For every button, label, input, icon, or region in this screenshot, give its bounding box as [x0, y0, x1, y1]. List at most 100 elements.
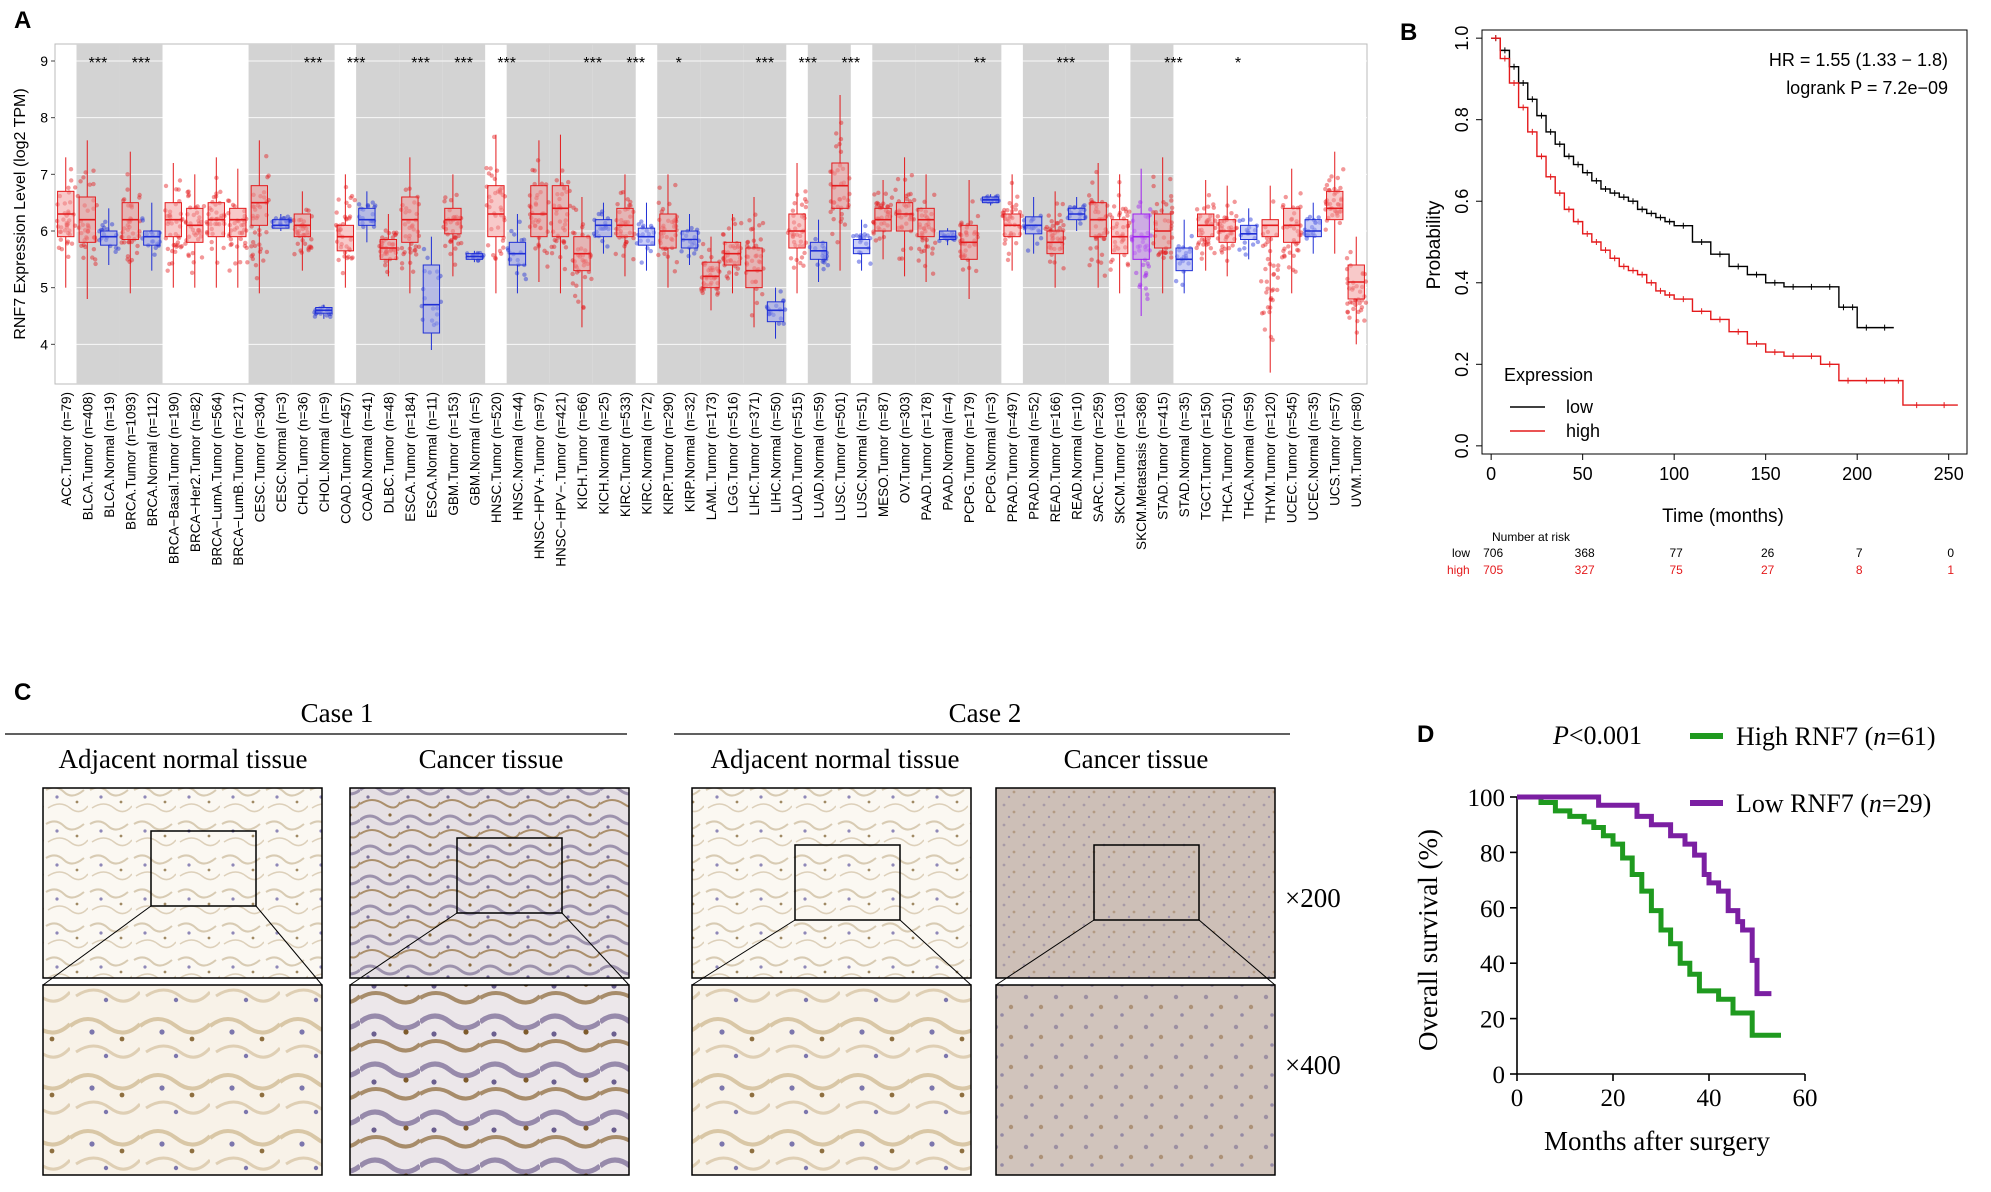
x-tick-label-59: UCS.Tumor (n=57) — [1328, 392, 1343, 506]
point — [724, 274, 730, 279]
point — [1025, 248, 1031, 253]
b-xtick-label-250: 250 — [1934, 464, 1964, 484]
significance-18: *** — [454, 55, 473, 72]
point — [1243, 252, 1248, 257]
point — [1293, 269, 1298, 274]
point — [1090, 180, 1095, 185]
point — [1060, 201, 1065, 207]
point — [561, 239, 566, 244]
x-tick-label-56: THYM.Tumor (n=120) — [1263, 392, 1278, 523]
point — [1222, 215, 1227, 220]
box-9 — [249, 140, 271, 294]
point — [1215, 214, 1221, 219]
b-censor-low — [1698, 239, 1705, 245]
point — [828, 209, 833, 215]
box-7 — [204, 157, 227, 288]
point — [91, 181, 96, 187]
point — [383, 228, 388, 233]
x-tick-label-46: READ.Tumor (n=166) — [1048, 392, 1063, 522]
box-19 — [464, 250, 486, 263]
d-curve-1 — [1517, 794, 1772, 997]
point — [1255, 239, 1261, 245]
point — [448, 239, 453, 244]
point — [544, 250, 550, 256]
point — [871, 231, 876, 236]
x-tick-labels: ACC.Tumor (n=79) BLCA.Tumor (n=408) BLCA.N… — [59, 392, 1364, 567]
point — [390, 235, 396, 240]
point — [1234, 213, 1239, 219]
point — [895, 176, 901, 182]
box-3 — [119, 151, 143, 294]
point — [370, 200, 375, 205]
point — [1232, 199, 1237, 205]
point — [628, 199, 633, 205]
case2-normal-zoom-box — [794, 844, 901, 921]
box-13 — [333, 174, 357, 288]
point — [700, 290, 705, 296]
point — [264, 153, 269, 159]
point — [825, 263, 831, 268]
box-1 — [75, 140, 99, 299]
point — [1240, 217, 1246, 223]
significance-labels: *** *** *** *** *** *** *** *** *** * *** *** *** ** *… — [89, 55, 1241, 72]
point — [706, 247, 712, 253]
grid-lines — [55, 60, 1367, 345]
point — [153, 245, 158, 251]
point — [1199, 251, 1205, 256]
shaded-pair-11 — [700, 44, 744, 384]
box-56 — [1258, 185, 1281, 373]
point — [382, 262, 388, 268]
point — [876, 201, 881, 207]
point — [1242, 240, 1247, 245]
box-51 — [1151, 157, 1175, 294]
point — [1102, 273, 1108, 278]
y-tick-label-8: 8 — [40, 110, 48, 126]
point — [519, 238, 524, 243]
point — [1230, 243, 1235, 248]
shaded-pair-13 — [807, 44, 851, 384]
point — [165, 246, 171, 252]
box-body — [938, 230, 957, 240]
point — [501, 245, 506, 250]
point — [552, 237, 558, 243]
point — [250, 239, 256, 245]
point — [1296, 248, 1301, 253]
point — [484, 165, 489, 171]
point — [1047, 226, 1053, 232]
point — [1055, 220, 1061, 226]
b-censor-low — [1547, 128, 1554, 135]
point — [1348, 299, 1353, 305]
point — [921, 248, 927, 254]
box-36 — [828, 95, 852, 271]
point — [1125, 213, 1130, 218]
x-tick-label-44: PRAD.Tumor (n=497) — [1005, 392, 1020, 522]
significance-11: *** — [304, 55, 323, 72]
x-tick-label-25: KICH.Normal (n=25) — [596, 392, 611, 515]
b-censor-low — [1620, 194, 1627, 201]
point — [448, 251, 453, 257]
point — [1002, 241, 1007, 246]
point — [1101, 236, 1106, 242]
point — [897, 256, 902, 261]
b-ytick-label-0.4: 0.4 — [1452, 270, 1472, 295]
point — [1271, 199, 1276, 204]
b-censor-high — [1771, 349, 1778, 356]
point — [868, 261, 873, 266]
box-body — [1304, 219, 1322, 238]
case1-cancer-label: Cancer tissue — [419, 744, 564, 774]
point — [1089, 257, 1094, 262]
point — [201, 203, 207, 209]
point — [1109, 215, 1115, 220]
point — [58, 237, 64, 242]
point — [875, 200, 880, 206]
point — [1222, 246, 1228, 251]
point — [899, 256, 905, 261]
point — [356, 202, 362, 207]
point — [788, 256, 794, 261]
point — [1125, 261, 1131, 267]
box-24 — [570, 197, 594, 328]
shaded-pair-17 — [1022, 44, 1066, 384]
point — [545, 264, 550, 269]
point — [830, 231, 835, 237]
x-axis-label-b: Time (months) — [1662, 506, 1784, 527]
